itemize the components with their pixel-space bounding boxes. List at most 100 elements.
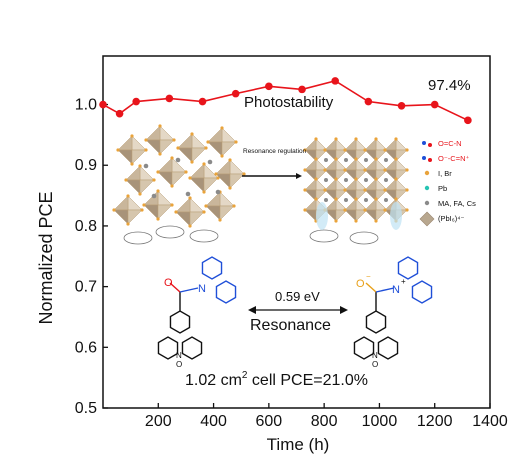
iodide-atom: [383, 188, 387, 192]
octahedron-face: [364, 138, 377, 151]
octahedron-face: [364, 209, 377, 222]
cation-atom: [175, 157, 181, 163]
octahedron-face: [355, 169, 368, 182]
iodide-atom: [156, 189, 160, 193]
legend-marker: [419, 211, 435, 227]
iodide-atom: [334, 219, 338, 223]
cation-atom: [344, 178, 348, 182]
octahedron-face: [159, 139, 175, 155]
cation-atom: [207, 159, 213, 165]
iodide-atom: [124, 178, 128, 182]
iodide-atom: [138, 192, 142, 196]
octahedron-face: [395, 158, 408, 171]
x-tick-label: 400: [200, 413, 227, 430]
oxygen-label: O: [372, 360, 378, 369]
iodide-atom: [334, 157, 338, 161]
iodide-atom: [303, 208, 307, 212]
octahedron-face: [304, 158, 317, 171]
octahedron-face: [304, 149, 317, 162]
legend-label: O⁻-C=N⁺: [438, 154, 470, 163]
octahedron-face: [157, 190, 173, 206]
iodide-atom: [374, 197, 378, 201]
octahedron: [343, 197, 369, 223]
iodide-atom: [218, 218, 222, 222]
iodide-atom: [220, 126, 224, 130]
data-point: [265, 82, 273, 91]
iodide-atom: [405, 208, 409, 212]
octahedron: [383, 157, 409, 183]
iodide-atom: [130, 162, 134, 166]
iodide-atom: [354, 137, 358, 141]
charge-label: +: [401, 277, 406, 286]
x-tick-label: 800: [311, 413, 338, 430]
octahedron-face: [145, 139, 161, 155]
carbonyl-bond: [169, 282, 181, 293]
oxygen-label: O: [356, 278, 365, 290]
iodide-atom: [334, 197, 338, 201]
phenoxazine-ring: [181, 336, 203, 360]
cation-atom: [344, 198, 348, 202]
iodide-atom: [374, 157, 378, 161]
y-tick-label: 0.6: [75, 339, 97, 356]
iodide-atom: [394, 197, 398, 201]
iodide-atom: [363, 148, 367, 152]
octahedron-face: [215, 173, 231, 189]
octahedron-face: [117, 135, 133, 151]
octahedron-face: [335, 189, 348, 202]
octahedron-face: [215, 159, 231, 175]
octahedron: [363, 137, 389, 163]
cation-atom: [215, 189, 221, 195]
iodide-atom: [228, 158, 232, 162]
iodide-atom: [170, 203, 174, 207]
iodide-atom: [334, 177, 338, 181]
octahedron-face: [143, 190, 159, 206]
iodide-atom: [323, 188, 327, 192]
cation-atom: [364, 178, 368, 182]
iodide-atom: [242, 172, 246, 176]
iodide-atom: [112, 208, 116, 212]
legend: O=C-N O⁻-C=N⁺ I, Br Pb MA, FA, Cs (PbI₆)⁴⁻: [419, 139, 476, 227]
cation-atom: [364, 198, 368, 202]
iodide-atom: [172, 138, 176, 142]
legend-label: MA, FA, Cs: [438, 199, 476, 208]
cell-pce-prefix: 1.02 cm: [185, 372, 242, 389]
octahedron: [303, 177, 329, 203]
final-value-label: 97.4%: [428, 77, 471, 94]
series-label: Photostability: [244, 94, 334, 111]
octahedron-face: [324, 138, 337, 151]
iodide-atom: [383, 148, 387, 152]
energy-label: 0.59 eV: [275, 289, 320, 304]
octahedron-face: [171, 171, 187, 187]
data-point: [99, 100, 107, 109]
octahedron-face: [113, 195, 129, 211]
octahedron-face: [159, 125, 175, 141]
iodide-atom: [314, 177, 318, 181]
anchored-molecule: [155, 225, 185, 239]
iodide-atom: [126, 194, 130, 198]
octahedron-face: [304, 169, 317, 182]
octahedron-face: [344, 209, 357, 222]
iodide-atom: [184, 170, 188, 174]
iodide-atom: [152, 178, 156, 182]
octahedron-face: [189, 211, 205, 227]
octahedron-face: [221, 141, 237, 157]
octahedron-face: [395, 178, 408, 191]
resonance-label: Resonance: [250, 317, 331, 334]
iodide-atom: [374, 219, 378, 223]
octahedron-face: [125, 165, 141, 181]
octahedron-face: [395, 169, 408, 182]
octahedron-face: [304, 189, 317, 202]
iodide-atom: [354, 219, 358, 223]
octahedron-face: [113, 209, 129, 225]
octahedron-face: [207, 141, 223, 157]
octahedron-face: [395, 189, 408, 202]
iodide-atom: [220, 154, 224, 158]
octahedron-face: [139, 179, 155, 195]
octahedron-face: [304, 198, 317, 211]
octahedron-face: [375, 169, 388, 182]
iodide-atom: [314, 157, 318, 161]
carbazole-ring: [411, 280, 433, 304]
octahedron-face: [219, 191, 235, 207]
octahedron: [206, 126, 238, 158]
